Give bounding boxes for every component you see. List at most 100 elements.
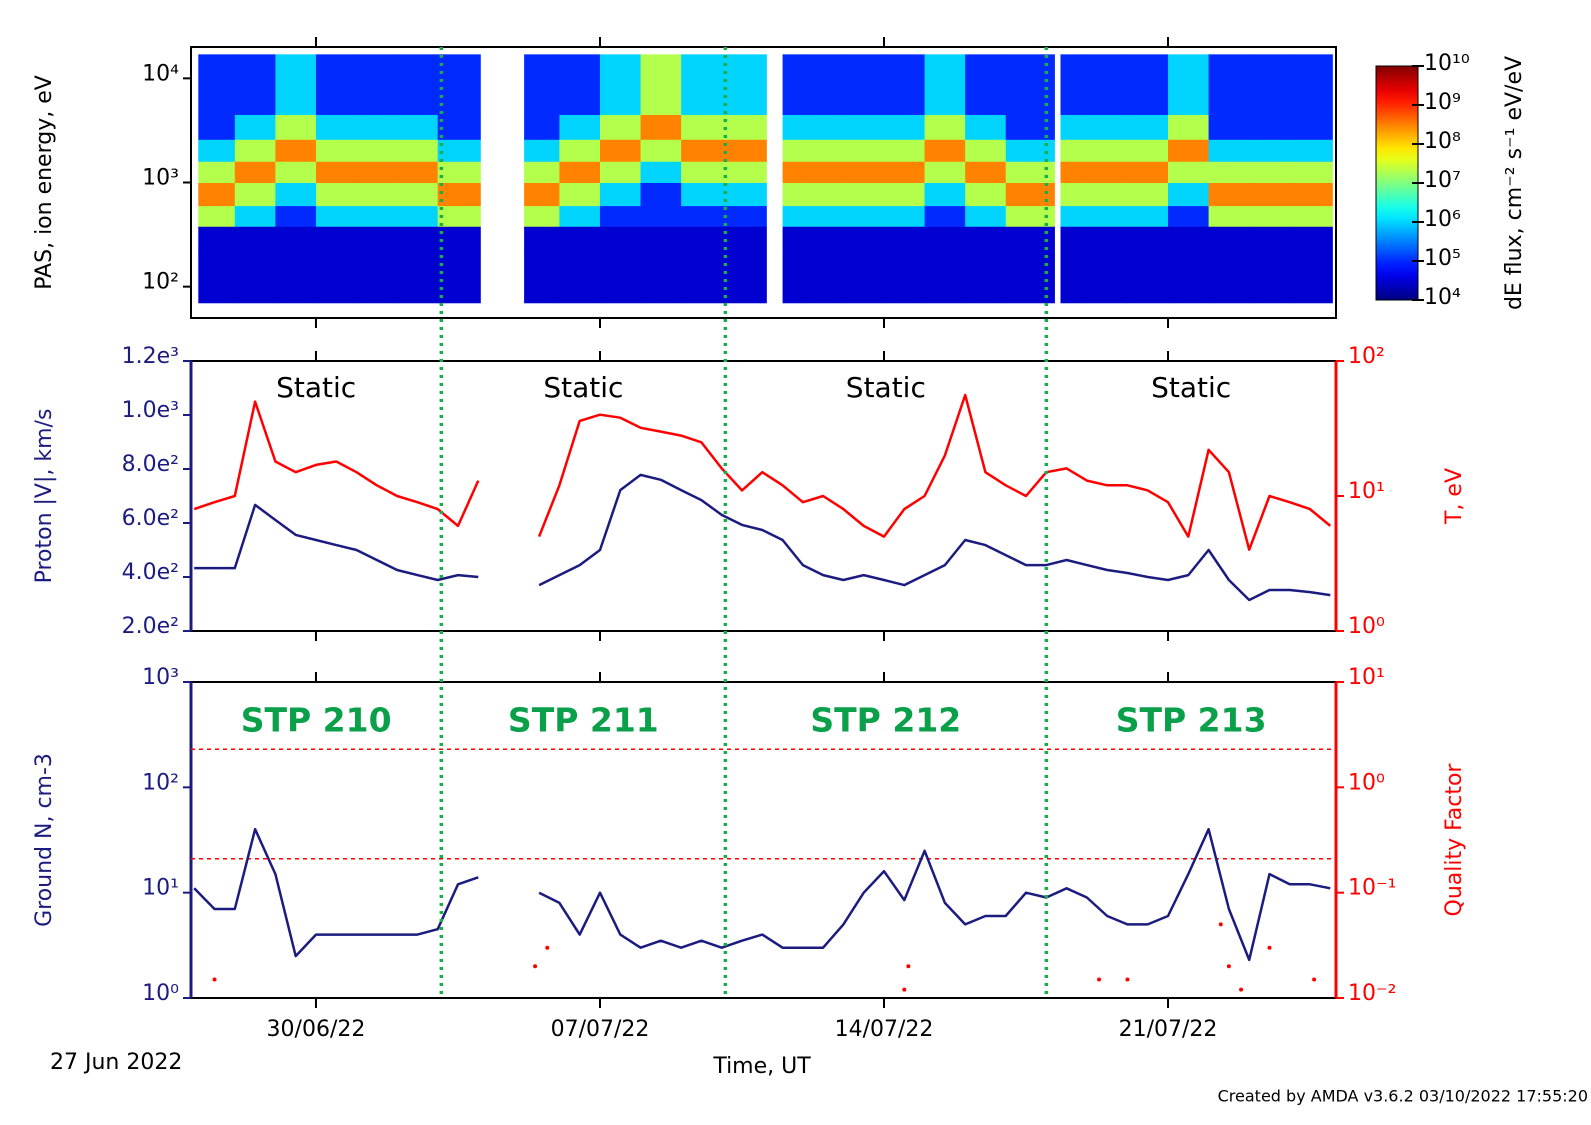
spectrogram-cell [559, 205, 601, 227]
spectrogram-cell [924, 114, 966, 140]
spectrogram-cell [721, 114, 767, 140]
spectrogram-cell [397, 226, 439, 256]
spectrogram-cell [559, 255, 601, 304]
spectrogram-cell [599, 226, 642, 256]
y-tick-label: 10¹ [142, 876, 179, 901]
spectrogram-cell [599, 54, 642, 115]
spectrogram-cell [965, 139, 1007, 162]
spectrogram-cell [802, 114, 844, 140]
spectrogram-cell [782, 205, 804, 227]
axis-title: T, eV [1442, 468, 1467, 525]
spectrogram-cell [1289, 161, 1333, 183]
spectrogram-cell [884, 161, 926, 183]
spectrogram-cell [524, 226, 560, 256]
spectrogram-cell [843, 205, 885, 227]
spectrogram-cell [640, 161, 682, 183]
spectrogram-cell [524, 205, 560, 227]
spectrogram-cell [802, 255, 844, 304]
spectrogram-cell [524, 161, 560, 183]
spectrogram-cell [1249, 226, 1291, 256]
spectrogram-cell [843, 255, 885, 304]
point [1097, 977, 1102, 982]
spectrogram-cell [1127, 255, 1169, 304]
spectrogram-cell [1249, 114, 1291, 140]
spectrogram-cell [802, 54, 844, 115]
start-date: 27 Jun 2022 [50, 1050, 182, 1075]
point [1125, 977, 1130, 982]
spectrogram-cell [524, 255, 560, 304]
y-tick-label: 10² [1348, 344, 1385, 369]
spectrogram-cell [640, 139, 682, 162]
y-tick-label: 1.2e³ [122, 344, 179, 369]
spectrogram-cell [356, 182, 398, 207]
spectrogram-cell [1168, 226, 1210, 256]
spectrogram-cell [965, 255, 1007, 304]
spectrogram-cell [884, 114, 926, 140]
spectrogram-cell [1127, 182, 1169, 207]
spectrogram-cell [965, 182, 1007, 207]
colorbar-tick-label: 10⁸ [1424, 129, 1461, 154]
colorbar-tick-label: 10⁹ [1424, 90, 1461, 115]
spectrogram-cell [234, 255, 276, 304]
y-tick-label: 10² [142, 770, 179, 795]
spectrogram-cell [681, 139, 723, 162]
spectrogram-cell [397, 54, 439, 115]
spectrogram-cell [198, 161, 236, 183]
spectrogram-cell [198, 182, 236, 207]
spectrogram-cell [681, 54, 723, 115]
annotation: Static [276, 371, 356, 404]
spectrogram-cell [1060, 161, 1088, 183]
spectrogram-cell [1127, 54, 1169, 115]
annotation: Static [846, 371, 926, 404]
spectrogram-cell [1208, 161, 1250, 183]
point [1218, 922, 1223, 927]
annotation: STP 211 [508, 701, 659, 740]
spectrogram-cell [437, 114, 481, 140]
spectrogram-cell [1289, 182, 1333, 207]
spectrogram-cell [721, 255, 767, 304]
spectrogram-cell [315, 182, 358, 207]
y-tick-label: 10⁻¹ [1348, 876, 1396, 901]
spectrogram-cell [1005, 182, 1055, 207]
spectrogram-cell [559, 139, 601, 162]
series-line [193, 393, 1332, 551]
spectrogram-cell [599, 161, 642, 183]
spectrogram-cell [884, 54, 926, 115]
colorbar-tick-label: 10¹⁰ [1424, 51, 1470, 76]
spectrogram-cell [1086, 205, 1128, 227]
spectrogram-cell [315, 205, 358, 227]
spectrogram-cell [559, 226, 601, 256]
x-tick-label: 07/07/22 [551, 1017, 650, 1042]
spectrogram-cell [1086, 226, 1128, 256]
y-tick-label: 10⁰ [1348, 614, 1385, 639]
spectrogram-cell [524, 114, 560, 140]
spectrogram-cell [1005, 161, 1055, 183]
spectrogram-cell [275, 161, 317, 183]
spectrogram-cell [1127, 205, 1169, 227]
spectrogram-cell [843, 226, 885, 256]
y-tick-label: 10⁰ [1348, 770, 1385, 795]
spectrogram-cell [1060, 114, 1088, 140]
spectrogram-cell [1249, 54, 1291, 115]
spectrogram-cell [275, 114, 317, 140]
point [1267, 945, 1272, 950]
spectrogram-cell [640, 114, 682, 140]
spectrogram-cell [924, 226, 966, 256]
spectrogram-cell [1060, 182, 1088, 207]
spectrogram-cell [397, 205, 439, 227]
spectrogram-cell [924, 182, 966, 207]
spectrogram-cell [275, 54, 317, 115]
spectrogram-cell [437, 54, 481, 115]
spectrogram-cell [924, 139, 966, 162]
spectrogram-cell [782, 161, 804, 183]
spectrogram-cell [315, 114, 358, 140]
spectrogram-cell [275, 226, 317, 256]
spectrogram-cell [198, 139, 236, 162]
spectrogram-cell [1249, 161, 1291, 183]
spectrogram-cell [275, 182, 317, 207]
y-tick-label: 2.0e² [122, 614, 179, 639]
spectrogram-cell [640, 54, 682, 115]
spectrogram-cell [1086, 161, 1128, 183]
spectrogram-cell [802, 139, 844, 162]
spectrogram-cell [599, 255, 642, 304]
